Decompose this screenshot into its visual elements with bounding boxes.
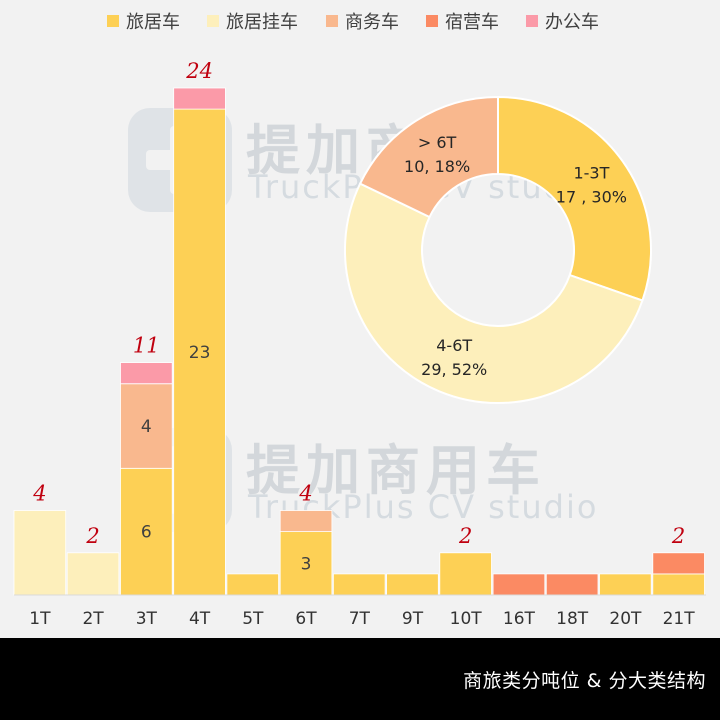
bar-total-label: 2 [671, 524, 685, 548]
bar-total-label: 4 [298, 482, 312, 506]
bar-segment-16T-宿营车 [492, 573, 546, 596]
footer-bar: 商旅类分吨位 & 分大类结构 [0, 638, 720, 720]
bar-segment-9T-旅居车 [386, 573, 439, 596]
legend-label: 旅居挂车 [226, 12, 298, 33]
donut-slice-1-3T [497, 95, 652, 302]
segment-value-label: 3 [301, 554, 312, 574]
legend-swatch-办公车 [526, 15, 538, 27]
bar-total-label: 4 [32, 482, 46, 506]
legend-swatch-商务车 [326, 15, 338, 27]
bar-segment-6T-旅居车 [279, 531, 333, 596]
x-tick-label: 20T [609, 609, 642, 629]
donut-slice-value-label: 10, 18% [404, 157, 470, 176]
bar-segment-7T-旅居车 [332, 573, 386, 596]
donut-slice-value-label: 29, 52% [421, 360, 487, 379]
x-tick-label: 16T [503, 609, 536, 629]
x-tick-label: 6T [295, 609, 317, 629]
x-tick-label: 5T [242, 609, 264, 629]
chart-svg: 1T 2T 3T 4T 5T 6T 7T 9T 10T 16T 18T 20T 21T 6 4 23 3 4 2 11… [13, 12, 706, 629]
bar-segment-21T-宿营车 [652, 552, 705, 575]
legend-label: 旅居车 [126, 12, 180, 33]
x-tick-label: 4T [189, 609, 211, 629]
bar-total-label: 2 [458, 524, 472, 548]
legend-swatch-宿营车 [426, 15, 438, 27]
bar-segment-3T-商务车 [120, 383, 173, 469]
bar-segment-5T-旅居车 [226, 573, 279, 596]
x-tick-label: 9T [402, 609, 424, 629]
bar-total-label: 11 [133, 334, 160, 358]
legend-swatch-旅居车 [107, 15, 119, 27]
bar-segment-3T-办公车 [120, 362, 173, 385]
legend-label: 办公车 [545, 12, 599, 33]
bar-segment-10T-旅居车 [439, 552, 492, 596]
segment-value-label: 6 [141, 523, 152, 543]
bar-segment-4T-办公车 [173, 87, 226, 110]
legend-label: 宿营车 [445, 12, 499, 33]
bar-total-label: 2 [85, 524, 99, 548]
x-tick-label: 2T [82, 609, 104, 629]
x-tick-label: 3T [136, 609, 158, 629]
bar-segment-6T-商务车 [279, 510, 333, 533]
x-tick-label: 10T [450, 609, 483, 629]
bar-total-label: 24 [185, 59, 213, 83]
bar-segment-20T-旅居车 [599, 573, 652, 596]
donut-slice-value-label: 17 , 30% [556, 188, 627, 207]
chart-area: 提加商用车 TruckPlus CV studio 提加商用车 TruckPlu… [13, 12, 706, 629]
bar-segment-1T-旅居挂车 [13, 510, 67, 596]
bar-segment-2T-旅居挂车 [66, 552, 120, 596]
bar-segment-18T-宿营车 [545, 573, 599, 596]
x-tick-label: 18T [556, 609, 589, 629]
bar-segment-21T-旅居车 [652, 573, 705, 596]
bar-segment-4T-旅居车 [173, 108, 226, 596]
legend-label: 商务车 [345, 12, 399, 33]
x-tick-label: 7T [349, 609, 371, 629]
donut-slice-name-label: 1-3T [573, 164, 609, 183]
donut-slice-4-6T [344, 182, 644, 404]
donut-slice-name-label: > 6T [418, 133, 457, 152]
segment-value-label: 4 [141, 417, 152, 437]
x-tick-label: 1T [29, 609, 51, 629]
x-tick-label: 21T [663, 609, 696, 629]
donut-slice-> 6T [358, 95, 499, 219]
donut-slice-name-label: 4-6T [436, 336, 472, 355]
footer-caption: 商旅类分吨位 & 分大类结构 [463, 670, 706, 692]
segment-value-label: 23 [189, 343, 211, 363]
legend-swatch-旅居挂车 [207, 15, 219, 27]
